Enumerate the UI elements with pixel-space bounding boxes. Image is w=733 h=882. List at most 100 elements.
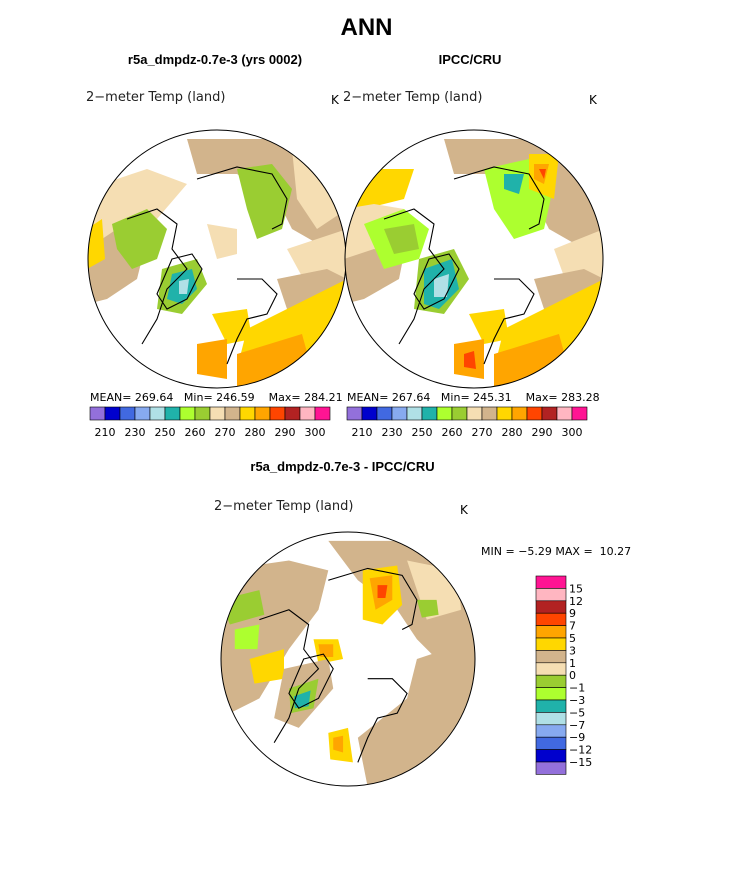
panel2-region-8 [504,174,524,194]
panel3-colorbar-swatch-4 [535,612,567,626]
panel1-max-value: 284.21 [304,391,343,404]
panel3-map [220,531,476,787]
panel3-colorbar-swatch-14 [535,736,567,750]
panel2-colorbar-swatch-13 [526,406,543,421]
panel2-colorbar-tick-1: 210 [352,426,373,439]
panel3-coastline-4 [288,653,334,709]
panel2-coastline-3 [483,278,535,365]
panel2-colorbar-tick-8: 300 [562,426,583,439]
panel3-colorbar-label-8: 0 [569,669,576,682]
panel2-field-label: 2−meter Temp (land) [343,90,483,105]
panel3-region-3 [234,624,260,650]
panel2-map-border [344,129,604,389]
panel2-colorbar-tick-3: 250 [412,426,433,439]
panel2-map [344,129,604,389]
panel2-coastline-4 [413,253,460,310]
panel1-colorbar-swatch-16 [314,406,331,421]
panel1-colorbar-swatch-4 [134,406,151,421]
panel1-colorbar-swatch-14 [284,406,301,421]
panel3-colorbar-swatch-13 [535,724,567,738]
panel2-region-21 [464,351,476,369]
panel3-colorbar-label-11: −5 [569,706,585,719]
panel2-colorbar-swatch-10 [481,406,498,421]
panel1-colorbar-tick-4: 260 [185,426,206,439]
panel1-colorbar-tick-2: 230 [125,426,146,439]
panel2-region-11 [539,169,546,179]
panel1-colorbar-tick-8: 300 [305,426,326,439]
panel3-colorbar-label-15: −15 [569,756,592,769]
panel3-coastline-1 [259,609,320,743]
panel1-min-value: 246.59 [216,391,255,404]
panel3-field-layer [220,531,476,787]
panel1-region-3 [88,219,105,269]
panel1-region-11 [179,279,189,294]
panel3-colorbar-label-9: −1 [569,682,585,695]
panel3-colorbar-swatch-15 [535,749,567,763]
panel1-colorbar-swatch-8 [194,406,211,421]
panel1-max-label: Max= [268,391,301,404]
panel2-colorbar-swatch-1 [346,406,363,421]
panel2-title: IPCC/CRU [438,52,502,67]
panel1-map [87,129,347,389]
panel2-colorbar-swatch-16 [571,406,588,421]
panel3-colorbar-label-10: −3 [569,694,585,707]
panel3-region-10 [416,599,439,618]
panel3-stats: MIN = −5.29 MAX = 10.27 [481,545,631,558]
panel3-coastline-3 [357,678,408,763]
panel2-colorbar-swatch-12 [511,406,528,421]
panel2-colorbar-swatch-14 [541,406,558,421]
panel1-title: r5a_dmpdz-0.7e-3 (yrs 0002) [127,52,303,67]
panel1-colorbar-tick-3: 250 [155,426,176,439]
panel1-stats: MEAN= 269.64 Min= 246.59 Max= 284.21 [90,391,343,404]
panel3-field-label: 2−meter Temp (land) [214,499,354,514]
panel2-max-label: Max= [525,391,558,404]
panel3-region-4 [249,649,284,684]
panel1-coastline-1 [126,208,188,345]
panel2-max-value: 283.28 [561,391,600,404]
panel1-colorbar-swatch-1 [89,406,106,421]
panel3-colorbar-swatch-16 [535,761,567,775]
panel2-colorbar-swatch-11 [496,406,513,421]
panel1-colorbar-swatch-3 [119,406,136,421]
panel1-colorbar-swatch-12 [254,406,271,421]
panel2-mean-value: 267.64 [391,391,431,404]
panel1-colorbar-swatch-6 [164,406,181,421]
panel3-title: r5a_dmpdz-0.7e-3 - IPCC/CRU [250,459,435,474]
panel2-colorbar-swatch-15 [556,406,573,421]
panel3-colorbar-swatch-3 [535,600,567,614]
panel1-colorbar-swatch-9 [209,406,226,421]
panel3-region-8 [377,585,388,598]
panel3-colorbar-label-2: 12 [569,595,583,608]
panel1-min-label: Min= [183,391,213,404]
panel1-region-6 [237,164,292,239]
panel2-min-label: Min= [440,391,470,404]
panel1-mean-label: MEAN= [90,391,132,404]
panel2-mean-label: MEAN= [347,391,389,404]
panel2-units: K [589,93,597,107]
figure-title: ANN [340,14,393,41]
panel1-colorbar-swatch-5 [149,406,166,421]
panel2-colorbar-swatch-5 [406,406,423,421]
panel1-colorbar-swatch-7 [179,406,196,421]
panel3-region-18 [333,735,344,753]
panel2-colorbar-swatch-2 [361,406,378,421]
panel2-stats: MEAN= 267.64 Min= 245.31 Max= 283.28 [347,391,600,404]
panel1-coastline-2 [196,166,288,230]
panel2-colorbar-swatch-3 [376,406,393,421]
panel3-colorbar-label-7: 1 [569,657,576,670]
panel2-colorbar-tick-2: 230 [382,426,403,439]
panel1-region-4 [112,209,167,269]
panel1-mean-value: 269.64 [134,391,174,404]
panel1-colorbar-swatch-11 [239,406,256,421]
panel3-colorbar-swatch-11 [535,699,567,713]
panel2-colorbar: 210 230 250 260 270 280 290 300 [346,406,588,439]
panel2-colorbar-swatch-7 [436,406,453,421]
panel3-colorbar-swatch-7 [535,650,567,664]
panel2-coastline-2 [453,166,545,230]
panel2-colorbar-tick-4: 260 [442,426,463,439]
panel3-colorbar-label-6: 3 [569,644,576,657]
panel1-colorbar-swatch-10 [224,406,241,421]
panel3-colorbar-swatch-8 [535,662,567,676]
panel3-max-label: MAX = [555,545,593,558]
